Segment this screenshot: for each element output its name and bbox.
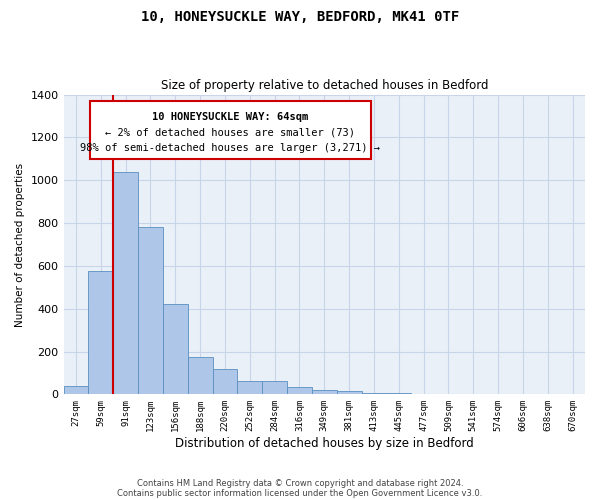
FancyBboxPatch shape: [89, 100, 371, 159]
Bar: [362, 392, 386, 394]
X-axis label: Distribution of detached houses by size in Bedford: Distribution of detached houses by size …: [175, 437, 473, 450]
Bar: [238, 381, 262, 394]
Text: 98% of semi-detached houses are larger (3,271) →: 98% of semi-detached houses are larger (…: [80, 143, 380, 153]
Bar: [212, 368, 238, 394]
Bar: [188, 357, 212, 395]
Text: 10 HONEYSUCKLE WAY: 64sqm: 10 HONEYSUCKLE WAY: 64sqm: [152, 112, 308, 122]
Bar: [88, 271, 113, 394]
Text: Contains HM Land Registry data © Crown copyright and database right 2024.: Contains HM Land Registry data © Crown c…: [137, 478, 463, 488]
Bar: [138, 228, 163, 394]
Bar: [287, 387, 312, 394]
Title: Size of property relative to detached houses in Bedford: Size of property relative to detached ho…: [161, 79, 488, 92]
Bar: [163, 304, 188, 394]
Bar: [262, 382, 287, 394]
Text: Contains public sector information licensed under the Open Government Licence v3: Contains public sector information licen…: [118, 488, 482, 498]
Text: 10, HONEYSUCKLE WAY, BEDFORD, MK41 0TF: 10, HONEYSUCKLE WAY, BEDFORD, MK41 0TF: [141, 10, 459, 24]
Y-axis label: Number of detached properties: Number of detached properties: [15, 162, 25, 326]
Text: ← 2% of detached houses are smaller (73): ← 2% of detached houses are smaller (73): [106, 128, 355, 138]
Bar: [64, 386, 88, 394]
Bar: [312, 390, 337, 394]
Bar: [113, 172, 138, 394]
Bar: [337, 391, 362, 394]
